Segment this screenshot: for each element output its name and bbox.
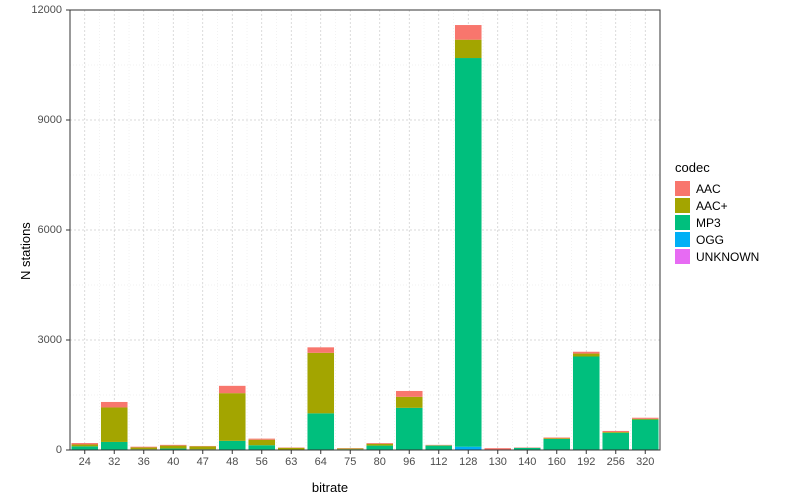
bar-segment	[632, 419, 659, 420]
bar-segment	[455, 447, 482, 450]
bar-segment	[366, 443, 393, 444]
bar-segment	[455, 58, 482, 447]
xtick-label: 192	[577, 456, 595, 468]
xtick-label: 40	[167, 456, 179, 468]
xtick-label: 128	[459, 456, 477, 468]
bar-segment	[337, 449, 364, 450]
legend-label: AAC	[696, 182, 721, 196]
bar-segment	[71, 446, 98, 450]
bar-segment	[484, 448, 511, 449]
chart-container: N stations bitrate codec AACAAC+MP3OGGUN…	[0, 0, 800, 500]
bar-segment	[396, 397, 423, 408]
xtick-label: 36	[138, 456, 150, 468]
legend-label: OGG	[696, 233, 724, 247]
legend-swatch	[675, 232, 690, 247]
bar-segment	[248, 445, 275, 450]
legend: codec AAC AAC+ MP3 OGG UNKNOWN	[675, 160, 785, 266]
ytick-label: 0	[22, 444, 62, 456]
bar-segment	[307, 413, 334, 450]
bar-segment	[189, 446, 216, 449]
legend-item: AAC+	[675, 198, 785, 213]
bar-segment	[101, 407, 128, 441]
bar-segment	[160, 446, 187, 449]
bar-segment	[543, 438, 570, 439]
xtick-label: 63	[285, 456, 297, 468]
bar-segment	[71, 445, 98, 447]
bar-segment	[632, 420, 659, 450]
bar-segment	[71, 443, 98, 444]
bar-segment	[602, 432, 629, 433]
xtick-label: 48	[226, 456, 238, 468]
bar-segment	[396, 408, 423, 450]
xtick-label: 80	[374, 456, 386, 468]
bar-segment	[219, 441, 246, 450]
bar-segment	[455, 40, 482, 58]
xtick-label: 130	[489, 456, 507, 468]
bar-segment	[543, 439, 570, 450]
xtick-label: 32	[108, 456, 120, 468]
bar-segment	[543, 438, 570, 439]
bar-segment	[425, 446, 452, 450]
xtick-label: 320	[636, 456, 654, 468]
xtick-label: 140	[518, 456, 536, 468]
xtick-label: 75	[344, 456, 356, 468]
bar-segment	[130, 447, 157, 449]
legend-swatch	[675, 181, 690, 196]
xtick-label: 256	[607, 456, 625, 468]
ytick-label: 3000	[22, 334, 62, 346]
bar-segment	[219, 393, 246, 441]
bar-segment	[101, 402, 128, 408]
bar-segment	[219, 386, 246, 393]
legend-swatch	[675, 249, 690, 264]
legend-item: MP3	[675, 215, 785, 230]
bar-segment	[455, 25, 482, 40]
legend-label: AAC+	[696, 199, 728, 213]
bar-segment	[307, 347, 334, 353]
bar-segment	[366, 446, 393, 450]
bar-segment	[278, 448, 305, 450]
xtick-label: 47	[197, 456, 209, 468]
bar-segment	[632, 418, 659, 419]
bar-segment	[101, 442, 128, 450]
bar-segment	[307, 353, 334, 414]
bar-segment	[130, 447, 157, 448]
bar-segment	[573, 357, 600, 451]
bar-segment	[248, 440, 275, 446]
xtick-label: 96	[403, 456, 415, 468]
bar-segment	[602, 433, 629, 450]
xtick-label: 160	[548, 456, 566, 468]
legend-label: UNKNOWN	[696, 250, 759, 264]
legend-label: MP3	[696, 216, 721, 230]
legend-swatch	[675, 198, 690, 213]
legend-item: OGG	[675, 232, 785, 247]
ytick-label: 9000	[22, 114, 62, 126]
x-axis-title: bitrate	[0, 480, 660, 495]
bar-segment	[366, 444, 393, 446]
ytick-label: 12000	[22, 4, 62, 16]
xtick-label: 64	[315, 456, 327, 468]
xtick-label: 56	[256, 456, 268, 468]
bar-segment	[248, 439, 275, 440]
bar-segment	[396, 391, 423, 397]
xtick-label: 24	[79, 456, 91, 468]
bar-segment	[160, 445, 187, 446]
legend-item: AAC	[675, 181, 785, 196]
ytick-label: 6000	[22, 224, 62, 236]
legend-swatch	[675, 215, 690, 230]
xtick-label: 112	[430, 456, 448, 468]
bar-segment	[602, 431, 629, 432]
bar-segment	[573, 354, 600, 357]
legend-item: UNKNOWN	[675, 249, 785, 264]
bar-segment	[573, 352, 600, 354]
legend-title: codec	[675, 160, 785, 175]
